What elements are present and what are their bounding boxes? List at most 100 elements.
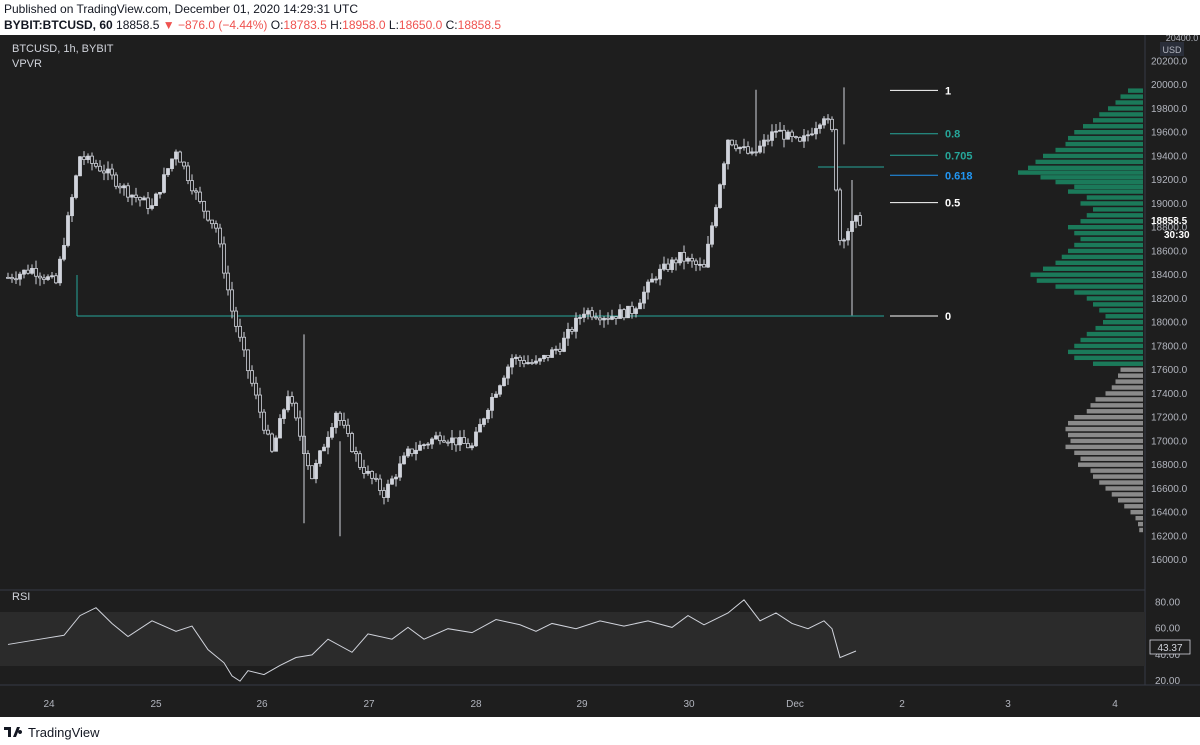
price-change: −876.0 (−4.44%) [178,18,268,32]
candle-body [254,382,258,396]
volume-profile-bar [1095,325,1143,331]
candle-body [170,158,174,169]
candle-body [470,445,474,449]
rsi-band [0,612,1145,666]
candle-body [590,310,594,318]
candle-body [398,463,402,478]
candle-body [766,139,770,142]
candle-body [838,189,842,241]
candle-body [78,156,82,177]
candle-body [342,420,346,426]
currency-label: USD [1162,45,1182,55]
price-tick-label: 18400.0 [1151,270,1188,281]
volume-profile-bar [1120,94,1143,99]
candle-body [722,163,726,186]
volume-profile-bar [1074,184,1143,190]
volume-profile-bar [1135,515,1143,521]
volume-profile-bar [1093,361,1143,366]
rsi-value-label: 43.37 [1157,643,1182,654]
volume-profile-bar [1095,397,1143,402]
candle-body [70,197,74,217]
candle-body [654,278,658,281]
time-tick-label: 2 [899,699,905,710]
candle-body [322,446,326,452]
volume-profile-bar [1080,337,1143,343]
candle-body [742,146,746,149]
candle-body [202,201,206,212]
volume-profile-bar [1028,165,1143,171]
volume-profile-bar [1068,349,1143,355]
volume-profile-bar [1043,153,1143,159]
price-axis: 16000.0 16200.0 16400.0 16600.0 16800.0 17000… [1151,56,1188,566]
candle-body [758,145,762,153]
candle-body [118,185,122,189]
price-tick-label: 17400.0 [1151,389,1188,400]
candle-body [146,197,150,209]
volume-profile-bar [1040,175,1143,180]
candle-body [110,168,114,176]
candle-body [542,354,546,360]
candle-body [334,412,338,428]
tradingview-logo-icon [4,727,23,737]
candle-body [434,435,438,440]
candle-body [418,444,422,451]
candle-body [710,225,714,245]
volume-profile-bar [1099,112,1143,117]
candle-body [674,259,678,264]
candle-body [338,412,342,421]
candle-body [858,215,862,226]
candle-body [222,243,226,274]
volume-profile-bar [1035,159,1143,165]
last-price: 18858.5 [116,18,160,32]
price-tick-label: 19000.0 [1151,199,1188,210]
candle-body [82,156,86,160]
candle-body [478,424,482,433]
volume-profile-bar [1068,189,1143,194]
volume-profile-bar [1074,290,1143,295]
candle-body [210,219,214,225]
volume-profile-bar [1080,456,1143,461]
candle-body [10,277,14,280]
candle-body [226,272,230,291]
candle-body [698,264,702,266]
candle-body [446,441,450,444]
candle-body [782,129,786,140]
candle-body [682,251,686,262]
time-tick-label: 29 [576,699,588,710]
price-tick-label: 17600.0 [1151,365,1188,376]
fib-level-label: 0.5 [945,198,960,210]
candle-body [530,362,534,364]
rsi-line [7,599,857,682]
candle-body [98,165,102,172]
candle-body [126,185,130,198]
chart-background [0,35,1145,717]
candle-body [214,223,218,229]
price-tick-label: 16600.0 [1151,484,1188,495]
price-tick-label: 17800.0 [1151,341,1188,352]
price-tick-label: 16800.0 [1151,460,1188,471]
time-tick-label: 4 [1112,699,1118,710]
candle-body [198,191,202,202]
time-axis: 24 25 26 27 28 29 30 Dec 2 3 4 [43,699,1118,710]
price-tick-label: 18600.0 [1151,246,1188,257]
price-chart[interactable]: 16000.0 16200.0 16400.0 16600.0 16800.0 17000… [0,35,1200,717]
candle-body [582,313,586,318]
candle-body [790,131,794,137]
candle-body [450,437,454,444]
volume-profile-bar [1086,195,1143,200]
candle-body [138,197,142,201]
candle-body [486,409,490,420]
candle-body [718,184,722,208]
candle-body [658,268,662,280]
candle-body [362,466,366,474]
candle-body [734,144,738,150]
candle-body [26,269,30,274]
rsi-tick-label: 40.00 [1155,650,1180,661]
candle-body [522,360,526,365]
candle-body [6,276,10,279]
volume-profile-bar [1093,474,1143,479]
candle-body [634,308,638,314]
high-label: H: [330,18,343,32]
candle-body [854,215,858,222]
candle-body [358,453,362,468]
